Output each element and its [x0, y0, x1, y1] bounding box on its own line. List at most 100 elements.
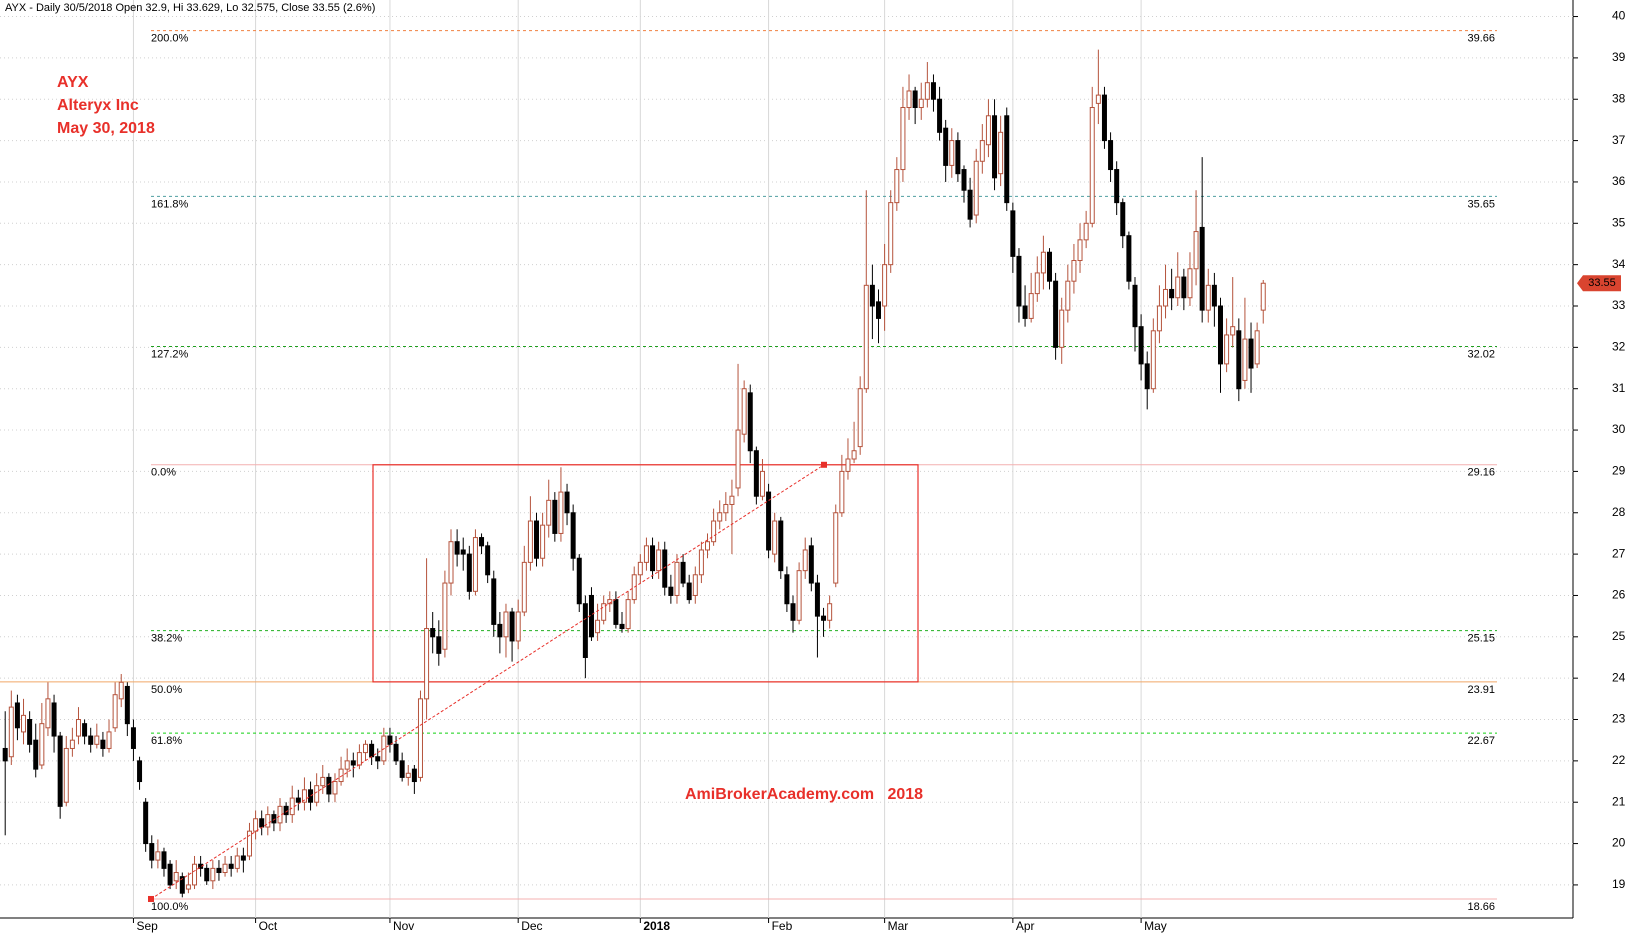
candle-body — [21, 714, 27, 733]
candle-body — [69, 739, 75, 749]
candle-body — [424, 628, 430, 700]
candle-body — [301, 789, 307, 803]
candle-body — [546, 499, 552, 526]
candle-body — [417, 698, 423, 778]
chart-title: AYX - Daily 30/5/2018 Open 32.9, Hi 33.6… — [5, 2, 375, 14]
candle-body — [179, 876, 185, 894]
candle-body — [1205, 284, 1211, 311]
fib-ratio-label: 161.8% — [151, 198, 189, 210]
candle-body — [1132, 284, 1138, 328]
candle-body — [851, 450, 857, 460]
y-tick-label: 27 — [1612, 546, 1626, 560]
candle-body — [833, 512, 839, 584]
ticker-annotation: AYX — [57, 74, 89, 91]
candle-body — [619, 623, 625, 630]
candle-body — [949, 140, 955, 166]
candle-body — [1083, 222, 1089, 241]
candle-body — [1095, 94, 1101, 104]
candle-body — [1065, 280, 1071, 311]
candle-body — [33, 739, 39, 770]
x-tick-label: May — [1144, 919, 1167, 933]
watermark: AmiBrokerAcademy.com 2018 — [685, 786, 923, 803]
candle-body — [326, 776, 332, 795]
y-tick-label: 35 — [1612, 215, 1626, 229]
candle-body — [772, 520, 778, 555]
candle-body — [515, 611, 521, 642]
fib-ratio-label: 200.0% — [151, 33, 189, 45]
candle-body — [460, 549, 466, 555]
candle-body — [88, 735, 94, 745]
candle-body — [784, 574, 790, 605]
candle-body — [979, 140, 985, 162]
x-tick-label: 2018 — [643, 919, 670, 933]
candle-body — [552, 499, 558, 534]
candle-body — [1089, 107, 1095, 224]
candle-body — [973, 160, 979, 216]
candle-body — [350, 760, 356, 766]
candle-body — [705, 541, 711, 551]
range-box — [372, 464, 919, 683]
candle-body — [454, 541, 460, 555]
y-tick-label: 36 — [1612, 174, 1626, 188]
candle-body — [570, 512, 576, 559]
x-tick-label: Dec — [521, 919, 542, 933]
candle-body — [1016, 255, 1022, 307]
candle-body — [802, 549, 808, 572]
candle-body — [723, 503, 729, 514]
y-tick-label: 33 — [1612, 298, 1626, 312]
candle-body — [1217, 305, 1223, 365]
candle-body — [45, 698, 51, 729]
candle-body — [686, 582, 692, 601]
candle-body — [399, 760, 405, 778]
fib-value-label: 22.67 — [1467, 735, 1495, 747]
fib-value-label: 39.66 — [1467, 33, 1495, 45]
candle-body — [759, 470, 765, 497]
candle-body — [2, 747, 8, 762]
candle-body — [344, 760, 350, 770]
candle-body — [998, 131, 1004, 175]
candle-body — [161, 851, 167, 869]
candle-body — [167, 863, 173, 886]
y-tick-label: 21 — [1612, 794, 1626, 808]
candle-body — [216, 867, 222, 874]
candle-body — [564, 491, 570, 514]
candle-body — [1224, 334, 1230, 365]
x-tick-label: Mar — [888, 919, 909, 933]
candle-body — [527, 520, 533, 563]
candle-body — [57, 735, 63, 807]
fib-ratio-label: 50.0% — [151, 684, 182, 696]
candle-body — [265, 814, 271, 828]
candle-body — [448, 541, 454, 584]
candle-body — [94, 735, 100, 745]
candle-body — [558, 491, 564, 534]
y-tick-label: 38 — [1612, 91, 1626, 105]
candle-body — [100, 739, 106, 749]
candle-body — [137, 760, 143, 783]
candle-body — [1004, 115, 1010, 204]
last-price-label: 33.55 — [1588, 277, 1616, 289]
y-tick-label: 34 — [1612, 257, 1626, 271]
candle-body — [289, 797, 295, 816]
candle-body — [228, 863, 234, 869]
candle-body — [51, 702, 57, 737]
candle-body — [143, 801, 149, 845]
candle-body — [39, 723, 45, 766]
candle-body — [668, 586, 674, 596]
candle-body — [1236, 330, 1242, 390]
candle-body — [472, 537, 478, 592]
fib-value-label: 23.91 — [1467, 684, 1495, 696]
candle-body — [1163, 288, 1169, 307]
candle-body — [918, 98, 924, 109]
candle-body — [240, 855, 246, 861]
candle-body — [845, 458, 851, 472]
candle-body — [198, 863, 204, 869]
candle-body — [436, 636, 442, 654]
fib-value-label: 18.66 — [1467, 901, 1495, 913]
y-tick-label: 28 — [1612, 505, 1626, 519]
candle-body — [821, 615, 827, 621]
candle-body — [674, 561, 680, 596]
y-tick-label: 20 — [1612, 836, 1626, 850]
candle-body — [937, 98, 943, 133]
candle-body — [124, 685, 130, 725]
fib-value-label: 25.15 — [1467, 633, 1495, 645]
